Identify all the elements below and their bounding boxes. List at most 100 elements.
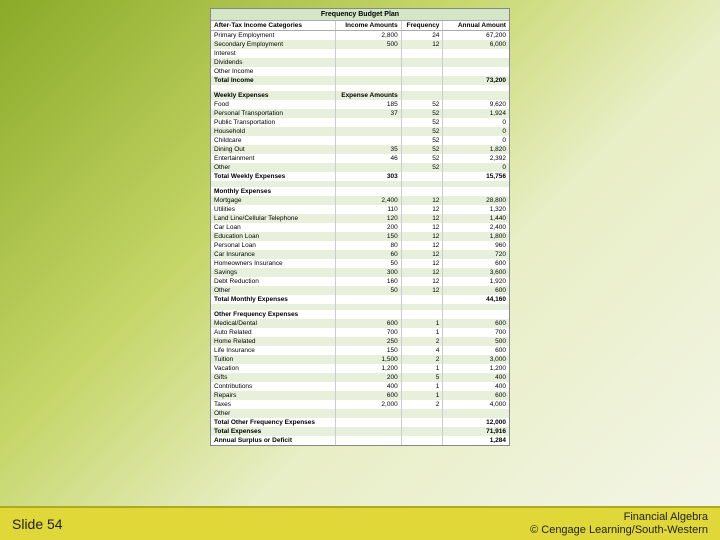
- row-annual: 1,200: [443, 364, 509, 373]
- row-amount: 37: [336, 109, 402, 118]
- row-annual: 4,000: [443, 400, 509, 409]
- table-headers: After-Tax Income Categories Income Amoun…: [211, 21, 509, 31]
- row-label: Taxes: [211, 400, 336, 409]
- row-freq: 1: [402, 319, 444, 328]
- row-annual: 0: [443, 163, 509, 172]
- table-row: Other: [211, 409, 509, 418]
- row-freq: [402, 49, 444, 58]
- row-annual: 720: [443, 250, 509, 259]
- row-amount: 600: [336, 319, 402, 328]
- row-annual: 12,000: [443, 418, 509, 427]
- row-label: Life Insurance: [211, 346, 336, 355]
- row-amount: 303: [336, 172, 402, 181]
- table-row: Taxes 2,000 2 4,000: [211, 400, 509, 409]
- row-amount: 50: [336, 259, 402, 268]
- copyright-line1: Financial Algebra: [530, 511, 708, 524]
- row-amount: 2,000: [336, 400, 402, 409]
- table-row: Home Related 250 2 500: [211, 337, 509, 346]
- header-frequency: Frequency: [402, 21, 444, 30]
- row-freq: 2: [402, 337, 444, 346]
- table-row: Dividends: [211, 58, 509, 67]
- table-row: Childcare 52 0: [211, 136, 509, 145]
- row-amount: [336, 49, 402, 58]
- row-amount: 110: [336, 205, 402, 214]
- table-row: Dining Out 35 52 1,820: [211, 145, 509, 154]
- row-freq: 52: [402, 109, 444, 118]
- table-row: Utilities 110 12 1,320: [211, 205, 509, 214]
- row-label: Savings: [211, 268, 336, 277]
- row-annual: 67,200: [443, 31, 509, 40]
- row-annual: 1,820: [443, 145, 509, 154]
- row-annual: 73,200: [443, 76, 509, 85]
- table-row: Household 52 0: [211, 127, 509, 136]
- header-category: After-Tax Income Categories: [211, 21, 336, 30]
- row-amount: [336, 409, 402, 418]
- row-amount: [336, 58, 402, 67]
- row-annual: [443, 49, 509, 58]
- row-annual: [443, 58, 509, 67]
- row-freq: 1: [402, 391, 444, 400]
- row-freq: 2: [402, 355, 444, 364]
- row-label: Household: [211, 127, 336, 136]
- row-freq: 52: [402, 163, 444, 172]
- copyright-line2: © Cengage Learning/South-Western: [530, 524, 708, 537]
- row-freq: [402, 76, 444, 85]
- row-amount: [336, 136, 402, 145]
- row-annual: 600: [443, 346, 509, 355]
- row-amount: [336, 436, 402, 445]
- row-label: Personal Loan: [211, 241, 336, 250]
- row-amount: 2,400: [336, 196, 402, 205]
- row-label: Repairs: [211, 391, 336, 400]
- row-label: Home Related: [211, 337, 336, 346]
- row-amount: [336, 418, 402, 427]
- row-label: Dividends: [211, 58, 336, 67]
- table-row: Auto Related 700 1 700: [211, 328, 509, 337]
- row-annual: 71,916: [443, 427, 509, 436]
- row-label: Other: [211, 286, 336, 295]
- row-annual: 400: [443, 382, 509, 391]
- row-freq: 12: [402, 277, 444, 286]
- row-annual: 15,756: [443, 172, 509, 181]
- row-amount: 1,200: [336, 364, 402, 373]
- row-label: Primary Employment: [211, 31, 336, 40]
- row-annual: 1,440: [443, 214, 509, 223]
- row-freq: 52: [402, 127, 444, 136]
- row-annual: 960: [443, 241, 509, 250]
- row-freq: 1: [402, 328, 444, 337]
- table-row: Education Loan 150 12 1,800: [211, 232, 509, 241]
- table-row: Food 185 52 9,620: [211, 100, 509, 109]
- row-label: Utilities: [211, 205, 336, 214]
- row-amount: 400: [336, 382, 402, 391]
- row-annual: 600: [443, 286, 509, 295]
- row-annual: 1,800: [443, 232, 509, 241]
- section-header: Weekly Expenses Expense Amounts: [211, 91, 509, 100]
- row-annual: 600: [443, 259, 509, 268]
- row-freq: [402, 409, 444, 418]
- row-label: Public Transportation: [211, 118, 336, 127]
- table-row: Savings 300 12 3,600: [211, 268, 509, 277]
- row-freq: 12: [402, 214, 444, 223]
- row-annual: 1,924: [443, 109, 509, 118]
- row-label: Childcare: [211, 136, 336, 145]
- row-freq: 1: [402, 364, 444, 373]
- table-row: Other Income: [211, 67, 509, 76]
- table-row: Homeowners Insurance 50 12 600: [211, 259, 509, 268]
- row-annual: 3,600: [443, 268, 509, 277]
- table-row: Medical/Dental 600 1 600: [211, 319, 509, 328]
- table-row: Vacation 1,200 1 1,200: [211, 364, 509, 373]
- table-row: Total Income 73,200: [211, 76, 509, 85]
- row-freq: 52: [402, 154, 444, 163]
- row-label: Other Income: [211, 67, 336, 76]
- table-row: Car Loan 200 12 2,400: [211, 223, 509, 232]
- table-row: Life Insurance 150 4 600: [211, 346, 509, 355]
- row-amount: [336, 163, 402, 172]
- section-header: Other Frequency Expenses: [211, 310, 509, 319]
- footer-bar: Slide 54 Financial Algebra © Cengage Lea…: [0, 506, 720, 540]
- slide-number: Slide 54: [12, 516, 63, 532]
- row-amount: 185: [336, 100, 402, 109]
- row-freq: 4: [402, 346, 444, 355]
- row-annual: 400: [443, 373, 509, 382]
- row-annual: 6,000: [443, 40, 509, 49]
- row-label: Gifts: [211, 373, 336, 382]
- row-freq: [402, 295, 444, 304]
